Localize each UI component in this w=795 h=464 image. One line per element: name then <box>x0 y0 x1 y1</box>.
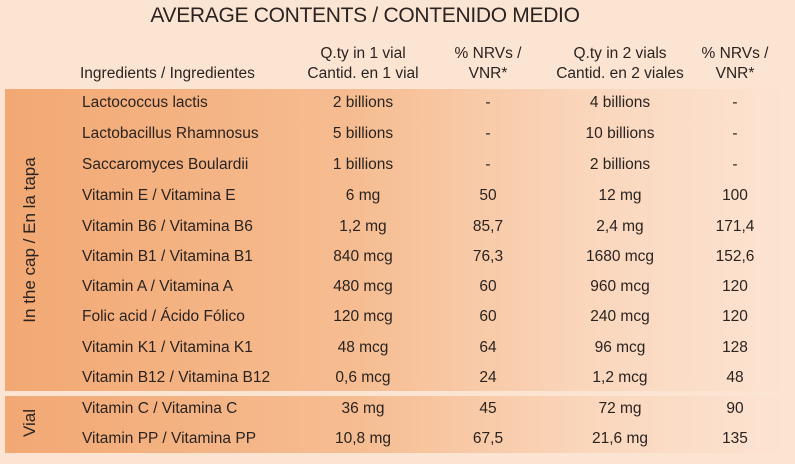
table-row: Vitamin A / Vitamina A 480 mcg 60 960 mcg 12… <box>0 273 795 304</box>
table-row: Folic acid / Ácido Fólico 120 mcg 60 240 mc… <box>0 303 795 334</box>
qty-2-vials: 21,6 mg <box>591 430 648 447</box>
ingredient-name: Vitamin B12 / Vitamina B12 <box>82 369 271 386</box>
header-qty1-es: Cantid. en 1 vial <box>307 65 419 82</box>
qty-2-vials: 240 mcg <box>590 308 650 325</box>
qty-2-vials: 2 billions <box>589 156 651 173</box>
qty-1-vial: 2 billions <box>332 94 394 111</box>
section-cap-band <box>5 89 795 391</box>
nrv-1-vial: 50 <box>479 187 497 204</box>
qty-2-vials: 1680 mcg <box>585 248 655 265</box>
nrv-2-vials: 152,6 <box>715 248 755 265</box>
nrv-2-vials: - <box>732 94 738 111</box>
qty-2-vials: 96 mcg <box>594 339 646 356</box>
qty-1-vial: 1 billions <box>332 156 394 173</box>
nrv-2-vials: - <box>732 156 738 173</box>
qty-1-vial: 36 mg <box>341 400 385 417</box>
nrv-1-vial: 24 <box>479 369 497 386</box>
qty-1-vial: 1,2 mg <box>339 218 387 235</box>
header-qty1-en: Q.ty in 1 vial <box>320 45 406 62</box>
nrv-1-vial: - <box>485 125 491 142</box>
header-ingredients: Ingredients / Ingredientes <box>80 65 255 82</box>
table-row: Vitamin C / Vitamina C 36 mg 45 72 mg 90 <box>0 395 795 426</box>
ingredient-name: Vitamin K1 / Vitamina K1 <box>82 339 253 356</box>
qty-1-vial: 48 mcg <box>337 339 389 356</box>
page-title: AVERAGE CONTENTS / CONTENIDO MEDIO <box>150 4 580 27</box>
nrv-2-vials: 120 <box>722 308 748 325</box>
nrv-2-vials: 171,4 <box>715 218 755 235</box>
section-vial-band <box>5 396 795 453</box>
ingredient-name: Lactobacillus Rhamnosus <box>82 125 259 142</box>
nrv-1-vial: 64 <box>479 339 497 356</box>
nrv-2-vials: 100 <box>722 187 748 204</box>
qty-2-vials: 10 billions <box>585 125 655 142</box>
header-nrv-1: % NRVs / VNR* <box>443 44 533 84</box>
qty-2-vials: 12 mg <box>598 187 642 204</box>
qty-1-vial: 120 mcg <box>333 308 393 325</box>
ingredient-name: Lactococcus lactis <box>82 94 208 111</box>
ingredient-name: Vitamin C / Vitamina C <box>82 400 238 417</box>
ingredient-name: Vitamin B1 / Vitamina B1 <box>82 248 253 265</box>
qty-1-vial: 5 billions <box>332 125 394 142</box>
nrv-2-vials: 128 <box>722 339 748 356</box>
nrv-1-vial: 60 <box>479 308 497 325</box>
table-row: Vitamin K1 / Vitamina K1 48 mcg 64 96 mcg 12… <box>0 334 795 365</box>
header-nrv1-en: % NRVs / <box>454 45 522 62</box>
table-row: Vitamin B1 / Vitamina B1 840 mcg 76,3 1680 … <box>0 243 795 274</box>
table-row: Vitamin PP / Vitamina PP 10,8 mg 67,5 21,6 … <box>0 425 795 456</box>
nrv-1-vial: - <box>485 156 491 173</box>
nrv-2-vials: - <box>732 125 738 142</box>
table-row: Vitamin B12 / Vitamina B12 0,6 mcg 24 1,2 m… <box>0 364 795 395</box>
header-qty-2-vials: Q.ty in 2 vials Cantid. en 2 viales <box>545 44 695 84</box>
header-nrv1-es: VNR* <box>468 65 508 82</box>
nrv-1-vial: 60 <box>479 278 497 295</box>
qty-2-vials: 1,2 mcg <box>592 369 648 386</box>
qty-2-vials: 72 mg <box>598 400 642 417</box>
header-nrv2-en: % NRVs / <box>701 45 769 62</box>
qty-2-vials: 960 mcg <box>590 278 650 295</box>
nrv-1-vial: 45 <box>479 400 497 417</box>
qty-1-vial: 6 mg <box>345 187 381 204</box>
header-nrv-2: % NRVs / VNR* <box>690 44 780 84</box>
nrv-2-vials: 135 <box>722 430 748 447</box>
qty-2-vials: 4 billions <box>589 94 651 111</box>
nrv-2-vials: 48 <box>726 369 744 386</box>
qty-1-vial: 840 mcg <box>333 248 393 265</box>
table-row: Lactococcus lactis 2 billions - 4 billions - <box>0 89 795 120</box>
ingredient-name: Vitamin B6 / Vitamina B6 <box>82 218 253 235</box>
nrv-1-vial: - <box>485 94 491 111</box>
header-nrv2-es: VNR* <box>715 65 755 82</box>
header-qty2-es: Cantid. en 2 viales <box>556 65 684 82</box>
table-row: Saccaromyces Boulardii 1 billions - 2 billi… <box>0 151 795 182</box>
nrv-2-vials: 90 <box>726 400 744 417</box>
table-row: Vitamin E / Vitamina E 6 mg 50 12 mg 100 <box>0 182 795 213</box>
nrv-1-vial: 67,5 <box>472 430 504 447</box>
qty-1-vial: 480 mcg <box>333 278 393 295</box>
nrv-2-vials: 120 <box>722 278 748 295</box>
qty-1-vial: 0,6 mcg <box>335 369 391 386</box>
qty-2-vials: 2,4 mg <box>596 218 644 235</box>
ingredient-name: Saccaromyces Boulardii <box>82 156 249 173</box>
ingredient-name: Vitamin A / Vitamina A <box>82 278 234 295</box>
header-qty2-en: Q.ty in 2 vials <box>573 45 667 62</box>
nrv-1-vial: 85,7 <box>472 218 504 235</box>
ingredient-name: Vitamin E / Vitamina E <box>82 187 236 204</box>
qty-1-vial: 10,8 mg <box>334 430 391 447</box>
header-qty-1-vial: Q.ty in 1 vial Cantid. en 1 vial <box>293 44 433 84</box>
table-row: Lactobacillus Rhamnosus 5 billions - 10 bil… <box>0 120 795 151</box>
ingredient-name: Vitamin PP / Vitamina PP <box>82 430 257 447</box>
table-row: Vitamin B6 / Vitamina B6 1,2 mg 85,7 2,4 mg… <box>0 213 795 244</box>
ingredient-name: Folic acid / Ácido Fólico <box>82 308 245 325</box>
nrv-1-vial: 76,3 <box>472 248 504 265</box>
